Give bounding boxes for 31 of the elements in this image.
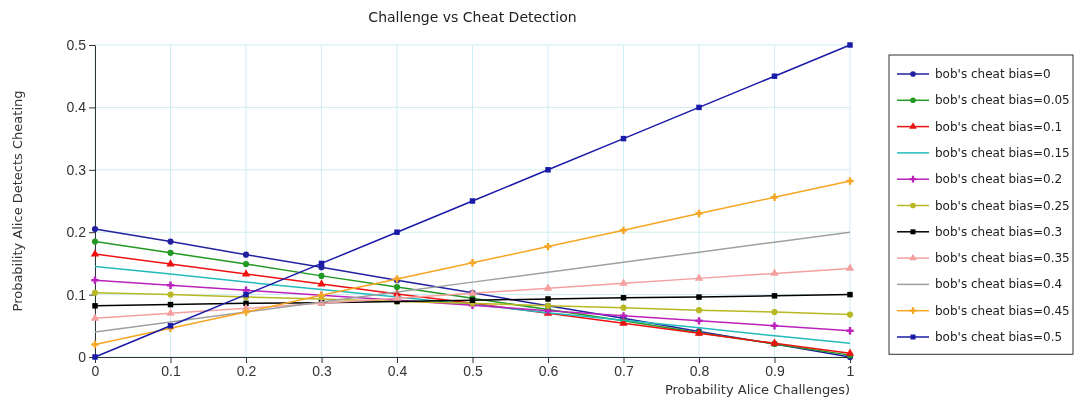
legend-label: bob's cheat bias=0.35 xyxy=(935,251,1070,266)
x-tick-label: 0.6 xyxy=(538,362,559,379)
legend-label: bob's cheat bias=0.15 xyxy=(935,145,1070,160)
y-axis-title: Probability Alice Detects Cheating xyxy=(10,90,25,312)
x-axis-title: Probability Alice Challenges) xyxy=(664,382,850,397)
legend-label: bob's cheat bias=0.1 xyxy=(935,119,1063,134)
x-tick-label: 0.4 xyxy=(387,362,408,379)
legend-label: bob's cheat bias=0.3 xyxy=(935,224,1063,239)
y-tick-label: 0.3 xyxy=(66,161,87,178)
legend-label: bob's cheat bias=0.25 xyxy=(935,198,1070,213)
chart-title: Challenge vs Cheat Detection xyxy=(368,9,577,25)
x-tick-label: 0.5 xyxy=(463,362,483,379)
x-tick-label: 1 xyxy=(846,362,855,379)
y-tick-label: 0.5 xyxy=(66,36,87,53)
y-tick-label: 0.2 xyxy=(66,224,87,241)
legend-label: bob's cheat bias=0 xyxy=(935,67,1051,81)
x-tick-label: 0.3 xyxy=(312,362,332,379)
y-tick-label: 0 xyxy=(78,348,87,365)
x-tick-label: 0.9 xyxy=(765,362,785,379)
x-tick-label: 0 xyxy=(91,362,100,379)
x-tick-label: 0.7 xyxy=(614,362,634,379)
legend-label: bob's cheat bias=0.4 xyxy=(935,277,1063,292)
legend-label: bob's cheat bias=0.2 xyxy=(935,172,1063,187)
legend-label: bob's cheat bias=0.05 xyxy=(935,93,1070,108)
x-tick-label: 0.2 xyxy=(236,362,257,379)
legend-label: bob's cheat bias=0.45 xyxy=(935,303,1070,318)
x-tick-label: 0.1 xyxy=(161,362,181,379)
legend-label: bob's cheat bias=0.5 xyxy=(935,330,1063,344)
x-tick-label: 0.8 xyxy=(689,362,710,379)
y-tick-label: 0.4 xyxy=(66,99,87,116)
y-tick-label: 0.1 xyxy=(66,286,87,303)
